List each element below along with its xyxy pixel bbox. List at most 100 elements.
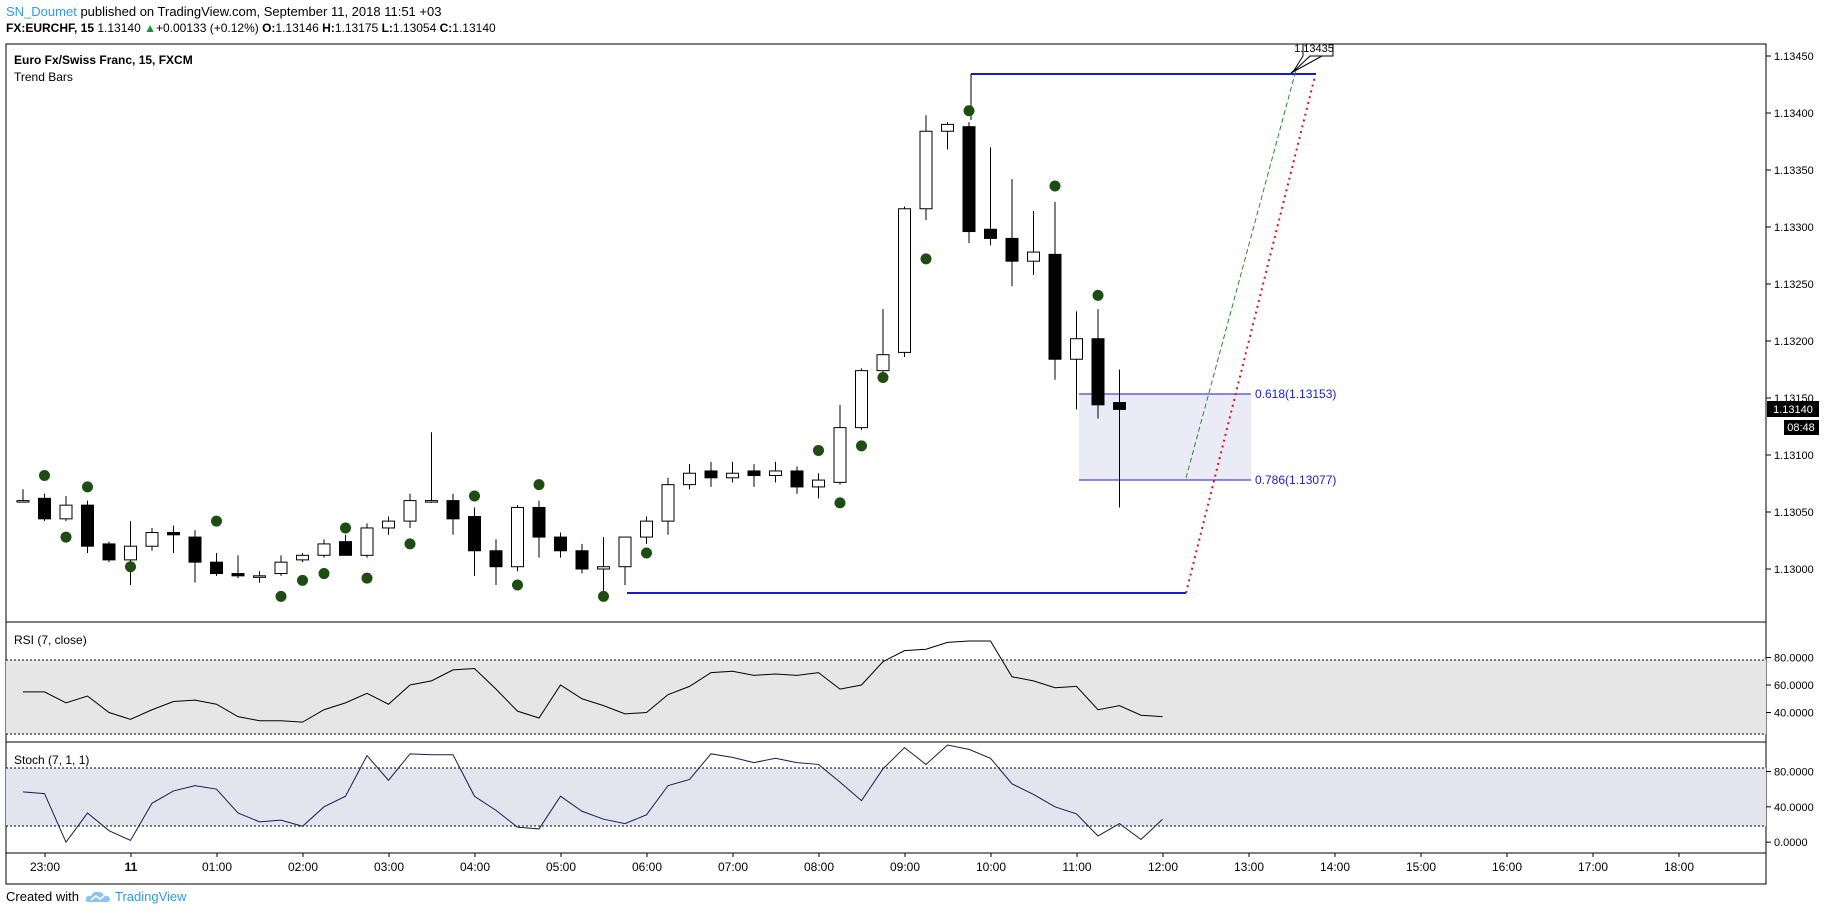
candle[interactable] xyxy=(296,554,309,561)
trend-dot xyxy=(275,590,287,602)
trend-dot xyxy=(1049,180,1061,192)
price-tick-label: 1.13350 xyxy=(1774,165,1814,177)
fib-618-label: 0.618(1.13153) xyxy=(1255,387,1336,401)
candle[interactable] xyxy=(683,472,696,486)
author-link[interactable]: SN_Doumet xyxy=(6,4,77,19)
candle[interactable] xyxy=(102,543,116,561)
projection-line-green[interactable] xyxy=(1185,69,1297,479)
published-text: published on TradingView.com, September … xyxy=(80,4,442,19)
candle[interactable] xyxy=(898,208,911,353)
countdown-label: 08:48 xyxy=(1787,422,1815,434)
candle[interactable] xyxy=(1070,338,1083,360)
candle[interactable] xyxy=(210,561,223,575)
rsi-line-layer xyxy=(23,640,1163,723)
stoch-tick-label: 80.0000 xyxy=(1774,767,1814,779)
trend-dot xyxy=(361,572,373,584)
candle[interactable] xyxy=(38,497,51,520)
low-value: 1.13054 xyxy=(392,21,437,35)
price-axis[interactable]: 1.13450 1.13400 1.13350 1.13300 1.13250 1.132… xyxy=(1766,51,1814,576)
candle[interactable] xyxy=(446,500,460,520)
candle[interactable] xyxy=(59,504,73,520)
candle[interactable] xyxy=(1027,251,1040,262)
trend-dot xyxy=(512,579,523,591)
candle[interactable] xyxy=(747,470,761,477)
candle[interactable] xyxy=(554,536,567,552)
candle[interactable] xyxy=(812,479,825,488)
candle[interactable] xyxy=(919,130,933,210)
target-callout-label: 1.13435 xyxy=(1294,43,1334,55)
candle[interactable] xyxy=(188,536,202,563)
candle[interactable] xyxy=(833,427,847,483)
candle[interactable] xyxy=(1048,253,1062,360)
candle[interactable] xyxy=(1113,402,1126,410)
candle[interactable] xyxy=(145,532,159,547)
candle[interactable] xyxy=(661,484,675,522)
time-tick-label: 07:00 xyxy=(718,860,748,874)
candle[interactable] xyxy=(360,527,374,556)
candle[interactable] xyxy=(403,500,417,522)
tradingview-link[interactable]: TradingView xyxy=(85,889,187,904)
candle[interactable] xyxy=(575,550,589,570)
candle[interactable] xyxy=(231,573,245,577)
candle[interactable] xyxy=(339,541,352,556)
candle[interactable] xyxy=(704,470,718,479)
candle[interactable] xyxy=(274,561,288,575)
candle[interactable] xyxy=(511,506,524,568)
current-price-label: 1.13140 xyxy=(1773,404,1813,416)
candle[interactable] xyxy=(317,543,331,556)
candle[interactable] xyxy=(597,566,610,570)
candle[interactable] xyxy=(425,500,438,503)
price-tick-label: 1.13450 xyxy=(1774,51,1814,63)
close-label: C: xyxy=(439,21,453,35)
candle[interactable] xyxy=(81,504,94,547)
stoch-line-layer xyxy=(22,744,1163,844)
rsi-line xyxy=(23,640,1163,723)
candle[interactable] xyxy=(382,520,395,529)
candle[interactable] xyxy=(489,550,503,568)
candle[interactable] xyxy=(1091,338,1105,406)
candle[interactable] xyxy=(855,370,868,429)
time-axis[interactable]: 23:00 11 01:00 02:00 03:00 04:00 05:00 06:00 07:… xyxy=(30,853,1694,874)
candle[interactable] xyxy=(618,536,632,568)
rsi-tick-label: 40.0000 xyxy=(1774,708,1814,720)
high-value: 1.13175 xyxy=(334,21,379,35)
trend-dot xyxy=(877,371,889,383)
candle[interactable] xyxy=(468,516,481,552)
candle[interactable] xyxy=(876,354,890,372)
trend-dot xyxy=(641,547,652,559)
candle[interactable] xyxy=(769,470,782,477)
candle[interactable] xyxy=(16,500,30,503)
rsi-axis: 80.0000 60.0000 40.0000 xyxy=(1766,653,1814,720)
change-value: +0.00133 (+0.12%) xyxy=(155,21,259,35)
time-tick-label: 18:00 xyxy=(1664,860,1694,874)
candle[interactable] xyxy=(253,575,266,578)
candle[interactable] xyxy=(532,506,546,538)
candle[interactable] xyxy=(640,520,653,538)
price-tick-label: 1.13050 xyxy=(1774,507,1814,519)
chart-border xyxy=(5,43,1767,885)
fib-zone[interactable] xyxy=(1079,394,1251,480)
candle[interactable] xyxy=(962,126,976,233)
candle[interactable] xyxy=(124,545,137,561)
trend-dot xyxy=(297,574,308,586)
candle[interactable] xyxy=(790,470,804,488)
candle[interactable] xyxy=(984,228,997,239)
trend-dot xyxy=(404,538,416,550)
candle[interactable] xyxy=(941,123,954,132)
projection-line-red[interactable] xyxy=(1185,75,1316,594)
open-label: O: xyxy=(262,21,276,35)
stoch-title: Stoch (7, 1, 1) xyxy=(14,753,89,767)
candle[interactable] xyxy=(167,532,180,536)
price-tick-label: 1.13250 xyxy=(1774,279,1814,291)
change-arrow-icon: ▲ xyxy=(144,21,156,35)
time-tick-label: 17:00 xyxy=(1578,860,1608,874)
symbol-label: FX:EURCHF, 15 xyxy=(6,21,95,35)
candle[interactable] xyxy=(726,472,739,479)
time-tick-label: 01:00 xyxy=(202,860,232,874)
candle[interactable] xyxy=(1005,237,1019,262)
stoch-band xyxy=(6,768,1766,826)
trend-dot xyxy=(963,105,975,117)
time-tick-label: 10:00 xyxy=(976,860,1006,874)
time-tick-label: 15:00 xyxy=(1406,860,1436,874)
